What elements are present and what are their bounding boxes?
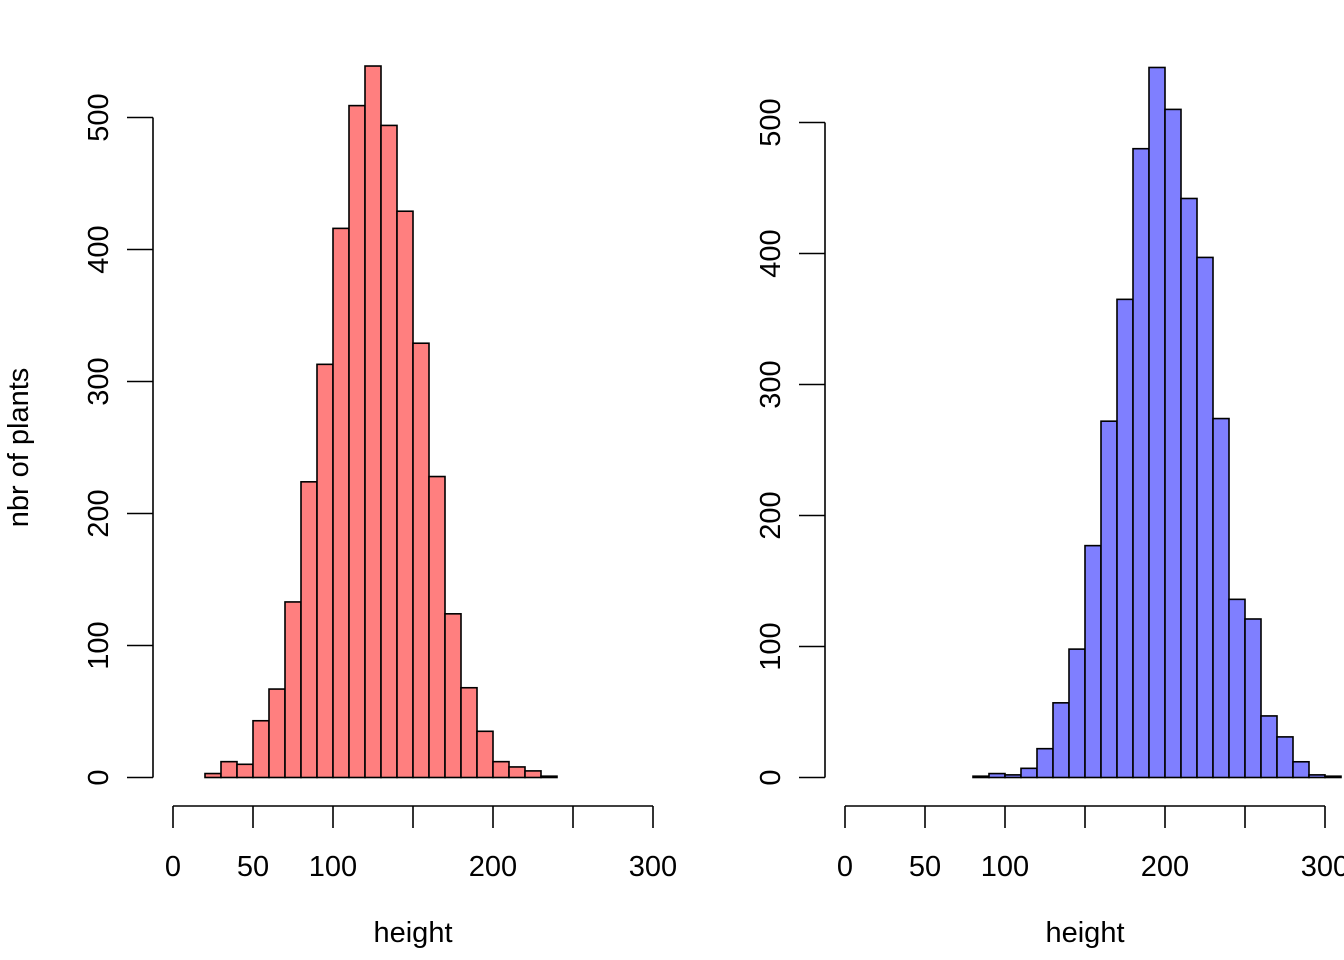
histogram-bar xyxy=(972,775,990,779)
x-axis-label: height xyxy=(373,917,452,949)
histogram-bar xyxy=(412,342,430,779)
histogram-bar xyxy=(476,730,494,779)
histogram-bar xyxy=(1068,648,1086,779)
x-tick-label: 50 xyxy=(909,851,941,883)
histogram-bar xyxy=(236,763,254,779)
histogram-bar xyxy=(444,613,462,779)
y-tick-label: 300 xyxy=(755,360,787,408)
histogram-bar xyxy=(268,688,286,779)
y-tick-label: 500 xyxy=(83,93,115,141)
histogram-panel-2: 0 100 200 300 400 500 0 50 100 200 300 height xyxy=(755,66,1344,949)
histogram-bar xyxy=(1308,774,1326,779)
y-tick-label: 100 xyxy=(83,621,115,669)
histogram-bar xyxy=(428,475,446,779)
y-axis-label: nbr of plants xyxy=(3,368,35,528)
histogram-bar xyxy=(380,124,398,779)
histogram-bar xyxy=(1132,147,1150,779)
histogram-bar xyxy=(300,481,318,779)
histogram-bar xyxy=(1228,598,1246,779)
y-tick-label: 400 xyxy=(755,229,787,277)
histogram-bar xyxy=(1212,417,1230,779)
histogram-bar xyxy=(1292,760,1310,779)
histogram-bar xyxy=(1180,197,1198,779)
histogram-bar xyxy=(540,775,558,779)
x-tick-label: 0 xyxy=(837,851,853,883)
x-tick-label: 100 xyxy=(309,851,357,883)
histogram-bar xyxy=(1260,715,1278,779)
histogram-bar xyxy=(524,770,542,779)
x-tick-label: 300 xyxy=(629,851,677,883)
y-tick-label: 100 xyxy=(755,622,787,670)
histogram-bar xyxy=(220,760,238,779)
y-tick-label: 200 xyxy=(755,491,787,539)
y-tick-label: 200 xyxy=(83,489,115,537)
histogram-bar xyxy=(252,719,270,779)
histogram-bar xyxy=(332,227,350,779)
x-tick-label: 100 xyxy=(981,851,1029,883)
histogram-bar xyxy=(1196,256,1214,779)
histogram-bar xyxy=(1164,108,1182,779)
histogram-bar xyxy=(348,104,366,779)
histogram-bar xyxy=(1004,774,1022,779)
x-tick-label: 200 xyxy=(1141,851,1189,883)
histogram-bar xyxy=(396,210,414,779)
histogram-bar xyxy=(316,363,334,779)
histogram-bar xyxy=(1244,618,1262,779)
histogram-bar xyxy=(460,686,478,779)
x-tick-label: 0 xyxy=(165,851,181,883)
histogram-bar xyxy=(508,766,526,779)
histogram-bar xyxy=(1148,66,1166,779)
y-tick-label: 0 xyxy=(755,769,787,785)
histogram-bar xyxy=(284,601,302,779)
histogram-bar xyxy=(1052,702,1070,779)
histogram-bar xyxy=(1036,747,1054,779)
y-tick-label: 300 xyxy=(83,357,115,405)
histogram-bar xyxy=(1324,775,1342,779)
histogram-bar xyxy=(1116,298,1134,779)
y-tick-label: 400 xyxy=(83,225,115,273)
x-tick-label: 50 xyxy=(237,851,269,883)
histogram-bar xyxy=(1020,767,1038,779)
histogram-panel-1: 0 100 200 300 400 500 0 50 100 200 300 height nbr of… xyxy=(3,65,677,949)
histogram-bar xyxy=(1276,736,1294,779)
histogram-bar xyxy=(492,760,510,779)
x-axis-label: height xyxy=(1045,917,1124,949)
histogram-bar xyxy=(364,65,382,779)
histogram-bar xyxy=(204,772,222,779)
x-tick-label: 200 xyxy=(469,851,517,883)
histogram-bar xyxy=(988,772,1006,779)
x-tick-label: 300 xyxy=(1301,851,1344,883)
y-tick-label: 0 xyxy=(83,769,115,785)
histogram-bar xyxy=(1100,420,1118,779)
y-tick-label: 500 xyxy=(755,98,787,146)
histogram-bar xyxy=(1084,544,1102,779)
